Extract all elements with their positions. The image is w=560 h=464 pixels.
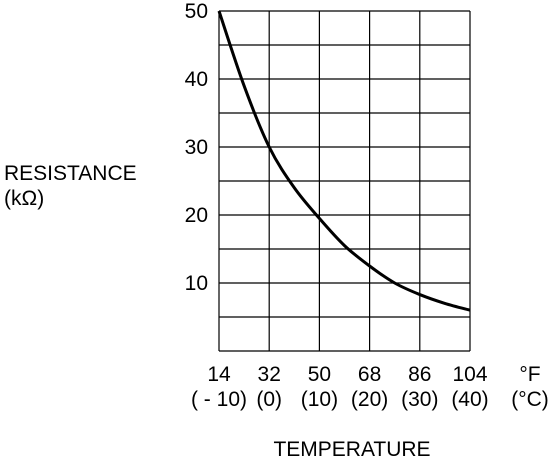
- x-tick-label-fahrenheit: 104: [452, 363, 487, 386]
- x-tick-label-celsius: (10): [301, 388, 338, 411]
- x-tick-label-fahrenheit: 14: [207, 363, 231, 386]
- x-tick-label-celsius: (40): [451, 388, 488, 411]
- x-unit-celsius: (°C): [511, 388, 549, 411]
- x-tick-label-fahrenheit: 68: [358, 363, 381, 386]
- y-tick-label: 40: [185, 68, 208, 91]
- x-tick-label-fahrenheit: 86: [408, 363, 431, 386]
- x-tick-label-celsius: (30): [401, 388, 438, 411]
- curve-layer: [217, 10, 471, 312]
- y-tick-label: 50: [185, 0, 208, 23]
- resistance-curve: [217, 10, 471, 312]
- x-tick-labels-celsius: ( - 10) (0) (10) (20) (30) (40): [191, 388, 489, 411]
- y-tick-label: 30: [185, 136, 208, 159]
- x-tick-label-celsius: ( - 10): [191, 388, 247, 411]
- x-unit-fahrenheit: °F: [519, 363, 540, 386]
- y-tick-label: 20: [185, 204, 208, 227]
- y-axis-label-line1: RESISTANCE: [4, 162, 137, 185]
- y-tick-label: 10: [185, 272, 208, 295]
- x-tick-labels-fahrenheit: 14 32 50 68 86 104: [207, 363, 488, 386]
- y-tick-labels: 10 20 30 40 50: [185, 0, 208, 295]
- y-axis-label-line2: (kΩ): [4, 187, 44, 210]
- x-tick-label-fahrenheit: 32: [258, 363, 281, 386]
- x-axis-label: TEMPERATURE: [273, 438, 430, 461]
- x-tick-label-fahrenheit: 50: [308, 363, 331, 386]
- x-tick-label-celsius: (20): [351, 388, 388, 411]
- x-tick-label-celsius: (0): [256, 388, 282, 411]
- grid: [218, 10, 471, 352]
